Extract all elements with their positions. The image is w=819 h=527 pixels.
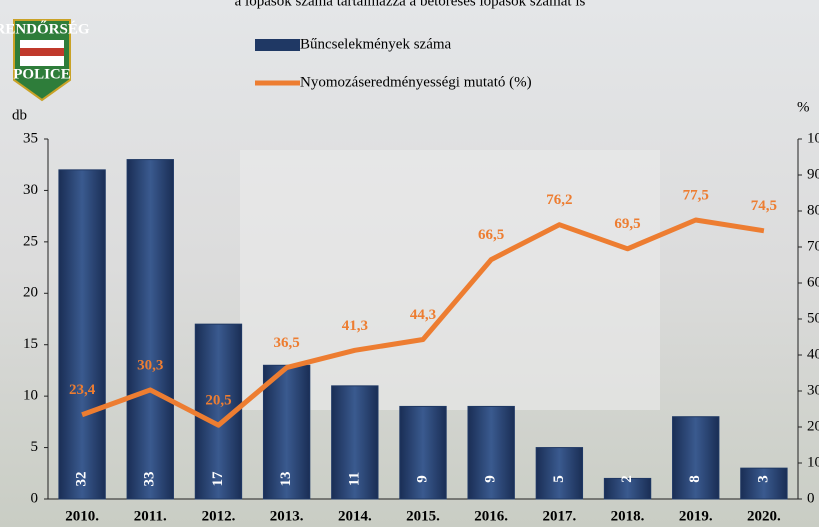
- chart-title: a lopások száma tartalmazza a betöréses …: [235, 0, 586, 9]
- bar: [262, 364, 311, 500]
- bar: [58, 169, 106, 500]
- line-value-label: 23,4: [69, 382, 96, 398]
- legend-swatch: [255, 39, 300, 51]
- bar: [740, 467, 788, 500]
- x-tick-label: 2017.: [542, 508, 576, 524]
- bar-value-label: 5: [551, 475, 567, 483]
- x-tick-label: 2014.: [338, 508, 372, 524]
- y2-axis-label: %: [797, 99, 810, 115]
- logo-bottom: POLICE: [13, 66, 71, 82]
- bar: [331, 385, 379, 500]
- bar-value-label: 11: [346, 472, 362, 486]
- y-tick-label: 35: [23, 130, 38, 146]
- x-tick-label: 2011.: [134, 508, 167, 524]
- legend-label: Bűncselekmények száma: [300, 36, 452, 52]
- y-axis-label: db: [12, 107, 27, 123]
- x-tick-label: 2018.: [611, 508, 645, 524]
- x-tick-label: 2020.: [747, 508, 781, 524]
- bar-value-label: 32: [74, 472, 90, 487]
- line-value-label: 66,5: [478, 227, 504, 243]
- y-tick-label: 10: [23, 388, 38, 404]
- y2-tick-label: 60: [807, 274, 819, 290]
- y2-tick-label: 70: [807, 238, 819, 254]
- line-value-label: 20,5: [205, 393, 231, 409]
- y2-tick-label: 90: [807, 166, 819, 182]
- y-tick-label: 30: [23, 182, 38, 198]
- line-value-label: 44,3: [410, 307, 436, 323]
- x-tick-label: 2016.: [474, 508, 508, 524]
- bar-value-label: 3: [755, 475, 771, 483]
- y2-tick-label: 40: [807, 346, 819, 362]
- y2-tick-label: 80: [807, 202, 819, 218]
- bar-value-label: 2: [619, 475, 635, 483]
- y2-tick-label: 20: [807, 418, 819, 434]
- line-value-label: 74,5: [751, 198, 777, 214]
- y-tick-label: 15: [23, 336, 38, 352]
- bar-value-label: 33: [142, 472, 158, 487]
- line-value-label: 30,3: [137, 357, 163, 373]
- bar: [399, 405, 447, 500]
- line: [81, 217, 765, 428]
- bar: [603, 477, 652, 500]
- line-value-label: 77,5: [683, 187, 709, 203]
- y-tick-label: 0: [31, 490, 39, 506]
- x-tick-label: 2013.: [270, 508, 304, 524]
- legend-label: Nyomozáseredményességi mutató (%): [300, 74, 532, 90]
- bar-value-label: 17: [210, 471, 226, 487]
- bar-value-label: 9: [483, 475, 499, 483]
- y-tick-label: 5: [31, 439, 39, 455]
- bar: [672, 416, 720, 500]
- bar: [535, 447, 584, 500]
- x-tick-label: 2015.: [406, 508, 440, 524]
- logo-stripe: [20, 48, 64, 56]
- y2-tick-label: 30: [807, 382, 819, 398]
- bar-value-label: 13: [278, 472, 294, 487]
- logo-top: RENDŐRSÉG: [0, 20, 90, 37]
- line-value-label: 36,5: [274, 335, 300, 351]
- line-value-label: 41,3: [342, 318, 368, 334]
- x-tick-label: 2012.: [202, 508, 236, 524]
- y2-tick-label: 100: [807, 130, 819, 146]
- x-tick-label: 2010.: [65, 508, 99, 524]
- y2-tick-label: 10: [807, 454, 819, 470]
- y2-tick-label: 0: [807, 490, 815, 506]
- y2-tick-label: 50: [807, 310, 819, 326]
- logo: RENDŐRSÉG POLICE: [0, 19, 90, 102]
- line-value-label: 76,2: [546, 192, 572, 208]
- bar-value-label: 8: [687, 475, 703, 483]
- bar: [467, 405, 515, 500]
- y-tick-label: 20: [23, 285, 38, 301]
- y-tick-label: 25: [23, 233, 38, 249]
- bar: [126, 159, 174, 500]
- line-value-label: 69,5: [614, 216, 640, 232]
- bar-value-label: 9: [414, 475, 430, 483]
- x-tick-label: 2019.: [679, 508, 713, 524]
